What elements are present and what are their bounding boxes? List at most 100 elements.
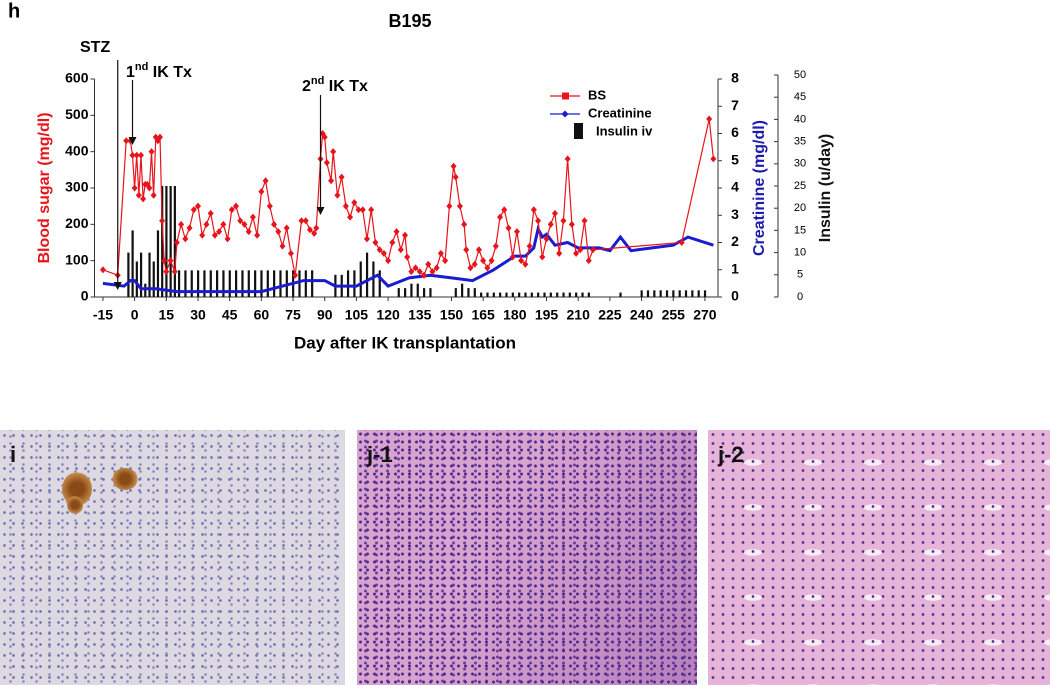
annotation-part: STZ (80, 39, 110, 56)
insulin-bar (619, 292, 622, 297)
insulin-bar (653, 290, 656, 297)
bs-point (404, 253, 411, 261)
annotation: 2nd IK Tx (302, 75, 368, 95)
x-tick-label: 45 (222, 307, 238, 323)
bs-point (334, 191, 341, 199)
insulin-bar (372, 261, 375, 297)
y-tick-label: 300 (65, 179, 89, 195)
bs-point (199, 231, 206, 239)
insulin-bar (161, 186, 164, 297)
bs-point (581, 217, 588, 225)
bs-point (220, 220, 227, 228)
insulin-bar (575, 292, 578, 297)
bs-point (133, 151, 140, 159)
x-tick-label: 270 (693, 307, 717, 323)
bs-point (323, 159, 330, 167)
insulin-bar (353, 270, 356, 297)
bs-point (182, 235, 189, 243)
bs-point (475, 246, 482, 254)
insulin-bar (203, 270, 206, 297)
x-tick-label: 60 (254, 307, 270, 323)
bs-point (551, 209, 558, 217)
insulin-bar (697, 290, 700, 297)
bs-point (203, 220, 210, 228)
panel-label: h (8, 0, 20, 22)
insulin-bar (703, 290, 707, 297)
bs-point (342, 202, 349, 210)
bs-point (241, 220, 248, 228)
bs-point (363, 235, 370, 243)
bs-point (245, 228, 252, 236)
insulin-bar (568, 292, 571, 297)
insulin-bar (235, 270, 238, 297)
insulin-bar (640, 290, 643, 297)
x-axis-label: Day after IK transplantation (294, 333, 516, 352)
bs-point (421, 271, 428, 279)
bs-point (140, 195, 147, 203)
insulin-bar (165, 186, 168, 297)
insulin-bar (397, 288, 400, 297)
y2-axis-label: Creatinine (mg/dl) (751, 120, 768, 256)
legend-label: BS (588, 87, 606, 102)
micrograph: i (0, 430, 345, 685)
bs-point (539, 253, 546, 261)
stain (67, 496, 83, 514)
bs-point (442, 257, 449, 265)
bs-point (401, 231, 408, 239)
bs-point (452, 173, 459, 181)
y3-tick-label: 0 (797, 291, 803, 303)
bs-point (397, 246, 404, 254)
bs-point (171, 268, 178, 276)
chart-title: B195 (388, 11, 431, 31)
insulin-bar (423, 288, 426, 297)
x-tick-label: 240 (630, 307, 654, 323)
x-tick-label: 210 (567, 307, 591, 323)
insulin-bar (562, 292, 565, 297)
bs-point (433, 264, 440, 272)
bs-point (408, 268, 415, 276)
insulin-bar (678, 290, 681, 297)
x-tick-label: 180 (503, 307, 527, 323)
insulin-bar (139, 252, 143, 297)
insulin-bar (505, 292, 508, 297)
bs-point (292, 271, 299, 279)
insulin-bar (473, 288, 476, 297)
insulin-bar (543, 292, 546, 297)
bs-point (372, 239, 379, 246)
bs-point (254, 231, 261, 239)
bs-point (302, 217, 309, 225)
legend-label: Creatinine (588, 105, 652, 120)
bs-point (359, 206, 366, 214)
bs-point (159, 217, 166, 225)
bs-point (330, 148, 337, 156)
legend-label: Insulin iv (596, 123, 653, 138)
bs-point (347, 213, 354, 221)
x-tick-label: 150 (440, 307, 464, 323)
x-tick-label: 120 (376, 307, 400, 323)
y3-tick-label: 30 (794, 158, 806, 170)
annotation: 1nd IK Tx (126, 61, 192, 81)
bs-point (429, 268, 436, 276)
annotation-part: 2 (302, 78, 311, 95)
bs-point (416, 268, 423, 276)
bs-point (710, 155, 717, 163)
micrograph-label: i (10, 442, 17, 467)
bs-point (271, 220, 278, 228)
bs-point (577, 246, 584, 254)
bs-point (461, 220, 468, 228)
insulin-bar (298, 270, 301, 297)
bs-point (355, 206, 362, 214)
bs-point (163, 268, 170, 276)
x-tick-label: 30 (190, 307, 206, 323)
x-tick-label: 90 (317, 307, 333, 323)
insulin-bar (209, 270, 212, 297)
micrograph: j-1 (357, 430, 697, 685)
bs-point (706, 115, 713, 123)
y2-tick-label: 4 (731, 179, 739, 195)
insulin-bar (454, 288, 457, 297)
y3-axis-label: Insulin (u/day) (817, 134, 834, 242)
bs-point (437, 249, 444, 257)
creatinine-line (102, 224, 714, 294)
x-tick-label: 0 (131, 307, 139, 323)
